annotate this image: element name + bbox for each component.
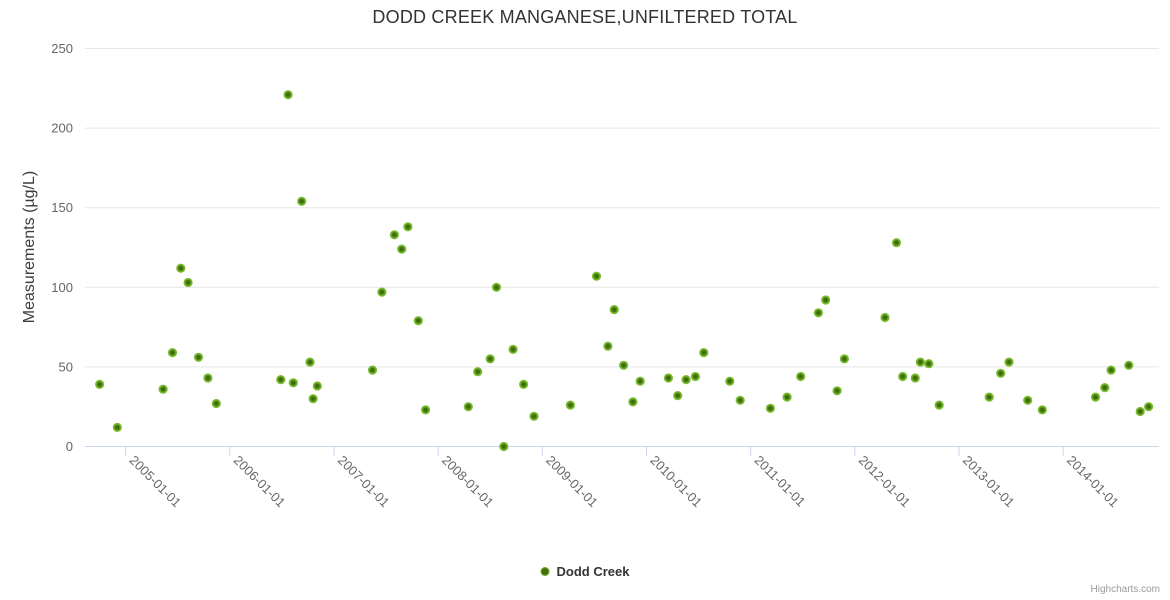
data-point[interactable] — [377, 287, 387, 297]
data-point[interactable] — [288, 378, 298, 388]
data-point[interactable] — [765, 403, 776, 413]
data-point[interactable] — [984, 392, 994, 402]
data-point[interactable] — [813, 308, 824, 318]
data-point[interactable] — [832, 386, 842, 396]
x-tick-label: 2014-01-01 — [1064, 453, 1122, 511]
chart-title: DODD CREEK MANGANESE,UNFILTERED TOTAL — [372, 7, 798, 27]
x-tick-label: 2010-01-01 — [647, 453, 705, 511]
data-point[interactable] — [499, 441, 509, 452]
data-point[interactable] — [403, 222, 413, 232]
data-point[interactable] — [389, 230, 399, 240]
data-point[interactable] — [619, 360, 629, 370]
x-tick-label: 2009-01-01 — [543, 453, 601, 511]
data-point[interactable] — [609, 305, 619, 315]
data-point[interactable] — [193, 352, 204, 362]
data-point[interactable] — [1023, 395, 1033, 405]
data-point[interactable] — [158, 384, 168, 394]
data-point[interactable] — [996, 368, 1006, 378]
y-tick-label: 0 — [66, 439, 73, 454]
data-point[interactable] — [473, 367, 483, 377]
data-point[interactable] — [565, 400, 576, 410]
x-tick-label: 2006-01-01 — [231, 453, 289, 511]
data-point[interactable] — [519, 379, 529, 389]
data-point[interactable] — [915, 357, 926, 367]
y-tick-label: 200 — [51, 121, 73, 136]
data-point[interactable] — [211, 398, 221, 409]
data-point[interactable] — [673, 391, 683, 401]
data-point[interactable] — [924, 359, 934, 369]
highcharts-credits-link[interactable]: Highcharts.com — [1090, 584, 1160, 595]
y-tick-label: 100 — [51, 280, 73, 295]
data-point[interactable] — [663, 373, 674, 383]
data-point[interactable] — [603, 341, 613, 351]
x-tick-label: 2005-01-01 — [127, 453, 185, 511]
data-point[interactable] — [1135, 406, 1145, 417]
data-point[interactable] — [297, 196, 307, 206]
data-point[interactable] — [308, 394, 318, 404]
data-point[interactable] — [305, 357, 315, 367]
data-point[interactable] — [463, 402, 473, 412]
data-point[interactable] — [898, 371, 908, 382]
data-point[interactable] — [1124, 360, 1134, 370]
data-point[interactable] — [1106, 365, 1116, 375]
data-point[interactable] — [1144, 402, 1154, 412]
data-point[interactable] — [491, 282, 502, 292]
data-point[interactable] — [176, 263, 186, 273]
data-point[interactable] — [725, 376, 735, 386]
data-point[interactable] — [283, 90, 293, 100]
data-point[interactable] — [312, 381, 322, 391]
data-point[interactable] — [397, 244, 407, 254]
data-point[interactable] — [635, 376, 645, 386]
y-tick-label: 50 — [59, 359, 73, 374]
x-tick-label: 2012-01-01 — [856, 453, 914, 511]
legend-item-dodd-creek[interactable]: Dodd Creek — [540, 564, 630, 579]
data-point[interactable] — [699, 348, 709, 358]
data-point[interactable] — [821, 295, 831, 305]
data-point[interactable] — [1090, 392, 1101, 402]
x-tick-label: 2007-01-01 — [335, 453, 393, 511]
data-point[interactable] — [203, 373, 213, 383]
data-point[interactable] — [485, 354, 495, 364]
data-point[interactable] — [95, 379, 105, 389]
data-point[interactable] — [529, 411, 539, 421]
x-tick-label: 2008-01-01 — [439, 453, 497, 511]
data-point[interactable] — [782, 392, 792, 402]
x-tick-label: 2011-01-01 — [752, 453, 809, 510]
data-point[interactable] — [508, 344, 518, 354]
legend-label: Dodd Creek — [556, 564, 630, 579]
data-point[interactable] — [796, 371, 806, 382]
x-tick-label: 2013-01-01 — [960, 453, 1018, 511]
y-tick-label: 250 — [51, 41, 73, 56]
data-point[interactable] — [690, 371, 701, 382]
data-point[interactable] — [591, 271, 602, 281]
data-point[interactable] — [183, 277, 193, 288]
data-point[interactable] — [880, 312, 890, 323]
data-point[interactable] — [1004, 357, 1014, 367]
data-point[interactable] — [413, 316, 423, 326]
legend-marker-icon — [540, 567, 550, 576]
data-point[interactable] — [910, 373, 920, 383]
y-axis-title: Measurements (µg/L) — [21, 170, 38, 324]
data-point[interactable] — [276, 375, 286, 385]
y-tick-label: 150 — [51, 200, 73, 215]
data-point[interactable] — [421, 405, 431, 415]
data-point[interactable] — [112, 422, 122, 432]
data-point[interactable] — [891, 238, 902, 248]
data-point[interactable] — [839, 354, 850, 364]
data-point[interactable] — [681, 375, 691, 385]
data-point[interactable] — [735, 395, 745, 405]
data-point[interactable] — [367, 365, 378, 375]
data-point[interactable] — [934, 400, 944, 410]
data-point[interactable] — [167, 348, 178, 358]
data-point[interactable] — [628, 397, 638, 407]
data-point[interactable] — [1037, 405, 1047, 415]
data-point[interactable] — [1100, 383, 1110, 393]
